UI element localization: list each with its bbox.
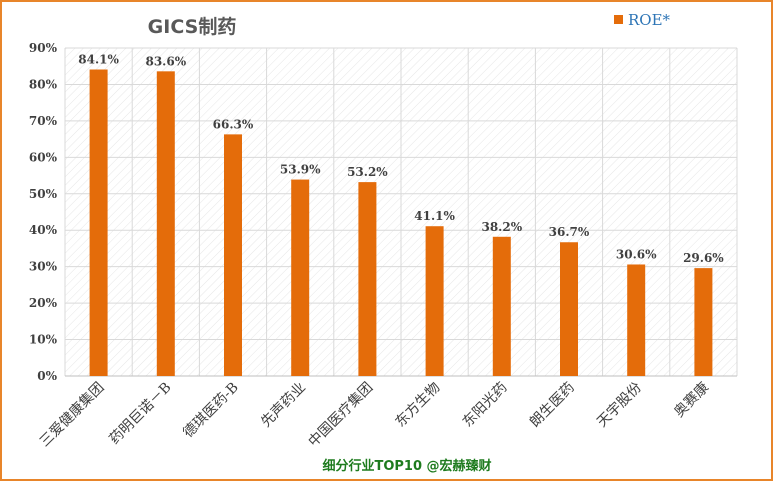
data-label: 30.6%: [616, 247, 657, 261]
gridlines: [64, 47, 738, 377]
data-label: 83.6%: [145, 54, 186, 68]
data-label: 53.2%: [347, 165, 388, 179]
bar: [627, 264, 646, 376]
x-tick-label: 东方生物: [393, 380, 444, 431]
x-tick-label: 德琪医药-B: [180, 380, 242, 442]
bar: [291, 179, 310, 376]
x-tick-label: 天宇股份: [594, 380, 645, 431]
y-tick-label: 60%: [29, 150, 58, 164]
bars: [89, 69, 713, 376]
bar: [492, 236, 511, 376]
y-tick-label: 90%: [29, 41, 58, 55]
y-tick-label: 30%: [29, 260, 58, 274]
data-label: 29.6%: [683, 251, 724, 265]
x-tick-label: 三爱健康集团: [36, 379, 107, 450]
legend: ROE*: [614, 11, 671, 29]
data-labels: 84.1% 83.6% 66.3% 53.9% 53.2% 41.1% 38.2% 36.7%…: [78, 53, 724, 266]
x-tick-label: 东阳光药: [460, 380, 511, 431]
y-tick-label: 20%: [29, 296, 58, 310]
bar: [694, 268, 713, 376]
y-tick-label: 0%: [37, 369, 57, 383]
data-label: 41.1%: [414, 209, 455, 223]
bar: [156, 71, 175, 376]
data-label: 53.9%: [280, 163, 321, 177]
x-tick-label: 奥赛康: [671, 379, 713, 421]
x-tick-label: 中国医疗集团: [305, 379, 376, 450]
bar: [358, 182, 377, 376]
bar: [560, 242, 578, 376]
legend-swatch: [614, 15, 623, 24]
footer-caption: 细分行业TOP10 @宏赫臻财: [322, 458, 491, 474]
data-label: 38.2%: [481, 220, 522, 234]
y-tick-label: 40%: [29, 223, 58, 237]
x-tick-label: 先声药业: [258, 380, 309, 431]
bar: [224, 134, 242, 376]
y-tick-label: 80%: [29, 77, 58, 91]
data-label: 84.1%: [78, 53, 119, 67]
x-tick-label: 药明巨诺－B: [107, 380, 175, 448]
bar: [425, 226, 444, 376]
bar: [89, 69, 108, 376]
y-tick-label: 50%: [29, 187, 58, 201]
legend-label: ROE*: [628, 11, 671, 29]
x-tick-label: 朗生医药: [527, 380, 578, 431]
y-tick-label: 70%: [29, 114, 58, 128]
y-tick-label: 10%: [29, 333, 58, 347]
data-label: 66.3%: [213, 117, 254, 131]
chart-title: GICS制药: [148, 15, 237, 38]
data-label: 36.7%: [549, 225, 590, 239]
y-axis: 0% 10% 20% 30% 40% 50% 60% 70% 80% 90%: [29, 41, 58, 383]
